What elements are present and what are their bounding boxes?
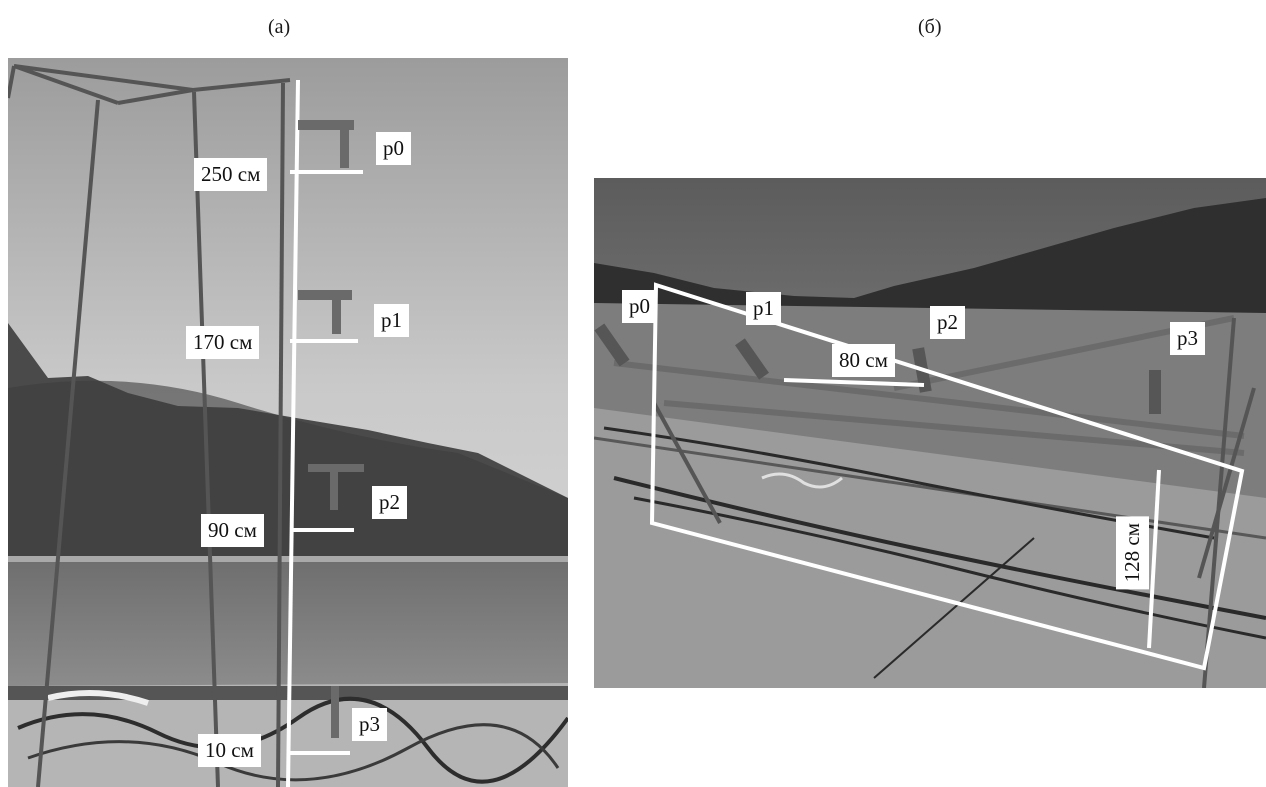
height-label-90: 90 см [201,514,264,547]
photo-a: p0 p1 p2 p3 250 см 170 см 90 см 10 см [8,58,568,787]
height-label-10: 10 см [198,734,261,767]
height-label-250: 250 см [194,158,268,191]
photo-b-scene [594,178,1266,688]
sensor-label-b-p3: p3 [1170,322,1205,355]
photo-b: p0 p1 p2 p3 80 см 128 см [594,178,1266,688]
sensor-label-b-p0: p0 [622,290,657,323]
sensor-label-a-p1: p1 [374,304,409,337]
sensor-label-a-p2: p2 [372,486,407,519]
sensor-label-a-p3: p3 [352,708,387,741]
caption-a: (а) [268,16,291,38]
sensor-label-b-p2: p2 [930,306,965,339]
sensor-label-b-p1: p1 [746,292,781,325]
caption-b: (б) [918,16,942,38]
height-label-170: 170 см [186,326,260,359]
spacing-label-80: 80 см [832,344,895,377]
photo-a-scene [8,58,568,787]
width-label-128: 128 см [1116,516,1149,590]
sensor-label-a-p0: p0 [376,132,411,165]
